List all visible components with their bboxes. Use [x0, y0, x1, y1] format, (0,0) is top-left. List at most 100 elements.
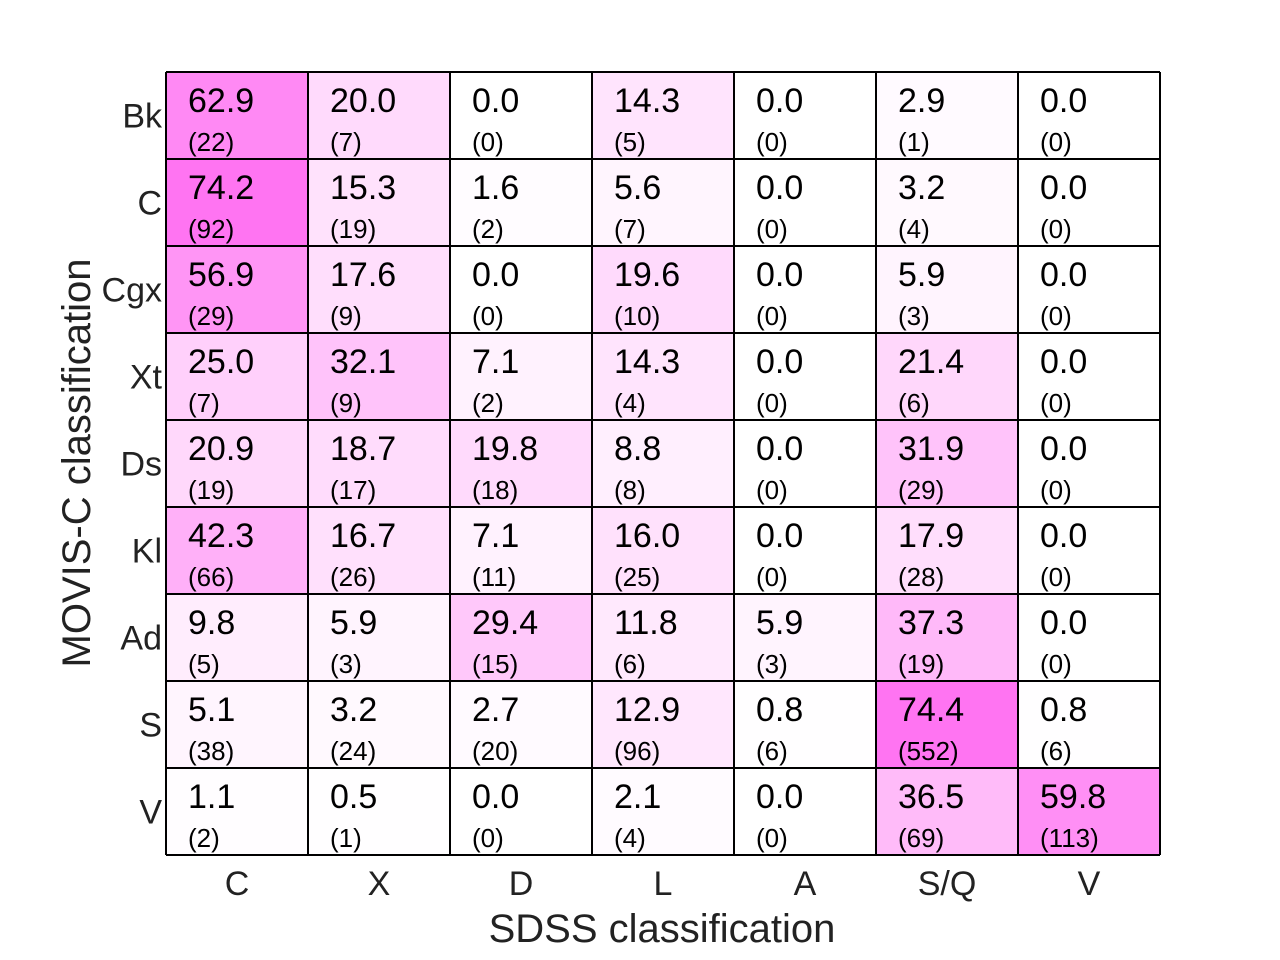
heatmap-cell [166, 246, 308, 333]
heatmap-cell [166, 72, 308, 159]
heatmap-cell [1018, 768, 1160, 855]
cell-percent-label: 7.1 [472, 343, 519, 381]
cell-count-label: (0) [1040, 214, 1072, 244]
heatmap-cell [876, 507, 1018, 594]
heatmap-cell [450, 72, 592, 159]
cell-percent-label: 0.5 [330, 778, 377, 816]
cell-count-label: (29) [898, 475, 944, 505]
heatmap-cell [734, 333, 876, 420]
heatmap-cell [166, 594, 308, 681]
heatmap-cell [734, 246, 876, 333]
heatmap-cell [1018, 246, 1160, 333]
cell-count-label: (9) [330, 301, 362, 331]
heatmap-cell [166, 159, 308, 246]
cell-percent-label: 62.9 [188, 82, 254, 120]
cell-percent-label: 0.0 [756, 430, 803, 468]
y-tick-label: Xt [130, 359, 163, 397]
cell-percent-label: 2.9 [898, 82, 945, 120]
x-tick-label: V [1078, 865, 1101, 903]
y-tick-label: Kl [132, 533, 162, 571]
cell-count-label: (0) [1040, 475, 1072, 505]
cell-count-label: (113) [1040, 823, 1099, 853]
cell-count-label: (4) [614, 388, 646, 418]
cell-percent-label: 0.0 [756, 82, 803, 120]
cell-percent-label: 29.4 [472, 604, 538, 642]
heatmap-cell [450, 681, 592, 768]
cell-count-label: (0) [756, 823, 788, 853]
cell-percent-label: 0.0 [1040, 169, 1087, 207]
heatmap-cell [450, 594, 592, 681]
cell-count-label: (92) [188, 214, 234, 244]
heatmap-cell [734, 681, 876, 768]
cell-percent-label: 19.8 [472, 430, 538, 468]
cell-count-label: (1) [330, 823, 362, 853]
heatmap-cell [876, 246, 1018, 333]
cell-count-label: (6) [898, 388, 930, 418]
cell-count-label: (3) [330, 649, 362, 679]
heatmap-cell [308, 768, 450, 855]
cell-count-label: (0) [1040, 127, 1072, 157]
cell-percent-label: 0.0 [756, 343, 803, 381]
cell-count-label: (19) [898, 649, 944, 679]
cell-percent-label: 74.4 [898, 691, 964, 729]
cell-percent-label: 14.3 [614, 82, 680, 120]
heatmap-cell [166, 681, 308, 768]
heatmap-cell [308, 72, 450, 159]
cell-percent-label: 0.0 [472, 82, 519, 120]
heatmap-cell [876, 681, 1018, 768]
heatmap-cells [166, 72, 1160, 855]
cell-percent-label: 31.9 [898, 430, 964, 468]
heatmap-cell [450, 159, 592, 246]
heatmap-cell [592, 420, 734, 507]
heatmap-cell [734, 768, 876, 855]
cell-count-label: (17) [330, 475, 376, 505]
cell-count-label: (11) [472, 562, 516, 592]
heatmap-grid [165, 71, 1161, 856]
cell-percent-label: 0.0 [756, 256, 803, 294]
cell-count-label: (10) [614, 301, 660, 331]
x-axis-label: SDSS classification [489, 907, 836, 951]
y-tick-label: Bk [122, 98, 163, 136]
heatmap-cell [734, 420, 876, 507]
heatmap-cell [166, 420, 308, 507]
y-axis-label: MOVIS-C classification [55, 259, 99, 668]
cell-percent-label: 18.7 [330, 430, 396, 468]
heatmap-cell [308, 594, 450, 681]
cell-count-label: (26) [330, 562, 376, 592]
cell-percent-label: 0.0 [1040, 343, 1087, 381]
heatmap-cell [308, 507, 450, 594]
cell-percent-label: 5.9 [756, 604, 803, 642]
cell-count-label: (6) [1040, 736, 1072, 766]
heatmap-cell [592, 333, 734, 420]
heatmap-cell [592, 159, 734, 246]
y-axis-ticks: Bk C Cgx Xt Ds Kl Ad S V [102, 98, 163, 832]
heatmap-cell-labels: 62.9 (22) 20.0 (7) 0.0 (0) 14.3 (5) 0.0 (0) 2.9 (1)… [188, 82, 1106, 853]
cell-count-label: (96) [614, 736, 660, 766]
cell-percent-label: 0.0 [472, 778, 519, 816]
cell-percent-label: 11.8 [614, 604, 678, 642]
cell-count-label: (7) [188, 388, 220, 418]
cell-count-label: (25) [614, 562, 660, 592]
cell-count-label: (0) [756, 562, 788, 592]
cell-percent-label: 5.9 [898, 256, 945, 294]
y-tick-label: Ds [120, 446, 162, 484]
cell-count-label: (0) [756, 388, 788, 418]
cell-percent-label: 2.7 [472, 691, 519, 729]
heatmap-cell [592, 768, 734, 855]
cell-percent-label: 0.0 [1040, 82, 1087, 120]
heatmap-cell [1018, 72, 1160, 159]
heatmap-cell [308, 159, 450, 246]
cell-percent-label: 20.9 [188, 430, 254, 468]
cell-count-label: (4) [898, 214, 930, 244]
cell-percent-label: 59.8 [1040, 778, 1106, 816]
cell-count-label: (1) [898, 127, 930, 157]
cell-count-label: (0) [756, 301, 788, 331]
cell-percent-label: 14.3 [614, 343, 680, 381]
heatmap-cell [450, 768, 592, 855]
heatmap-cell [1018, 681, 1160, 768]
heatmap-cell [166, 507, 308, 594]
cell-count-label: (3) [898, 301, 930, 331]
heatmap-cell [876, 333, 1018, 420]
cell-percent-label: 74.2 [188, 169, 254, 207]
